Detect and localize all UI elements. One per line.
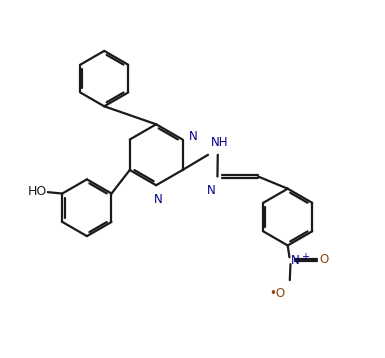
Text: HO: HO: [27, 185, 47, 198]
Text: NH: NH: [211, 136, 228, 149]
Text: N: N: [154, 193, 162, 206]
Text: N: N: [290, 253, 299, 266]
Text: +: +: [301, 252, 309, 262]
Text: N: N: [189, 130, 198, 143]
Text: O: O: [320, 253, 329, 266]
Text: •O: •O: [269, 287, 285, 300]
Text: N: N: [207, 184, 216, 197]
